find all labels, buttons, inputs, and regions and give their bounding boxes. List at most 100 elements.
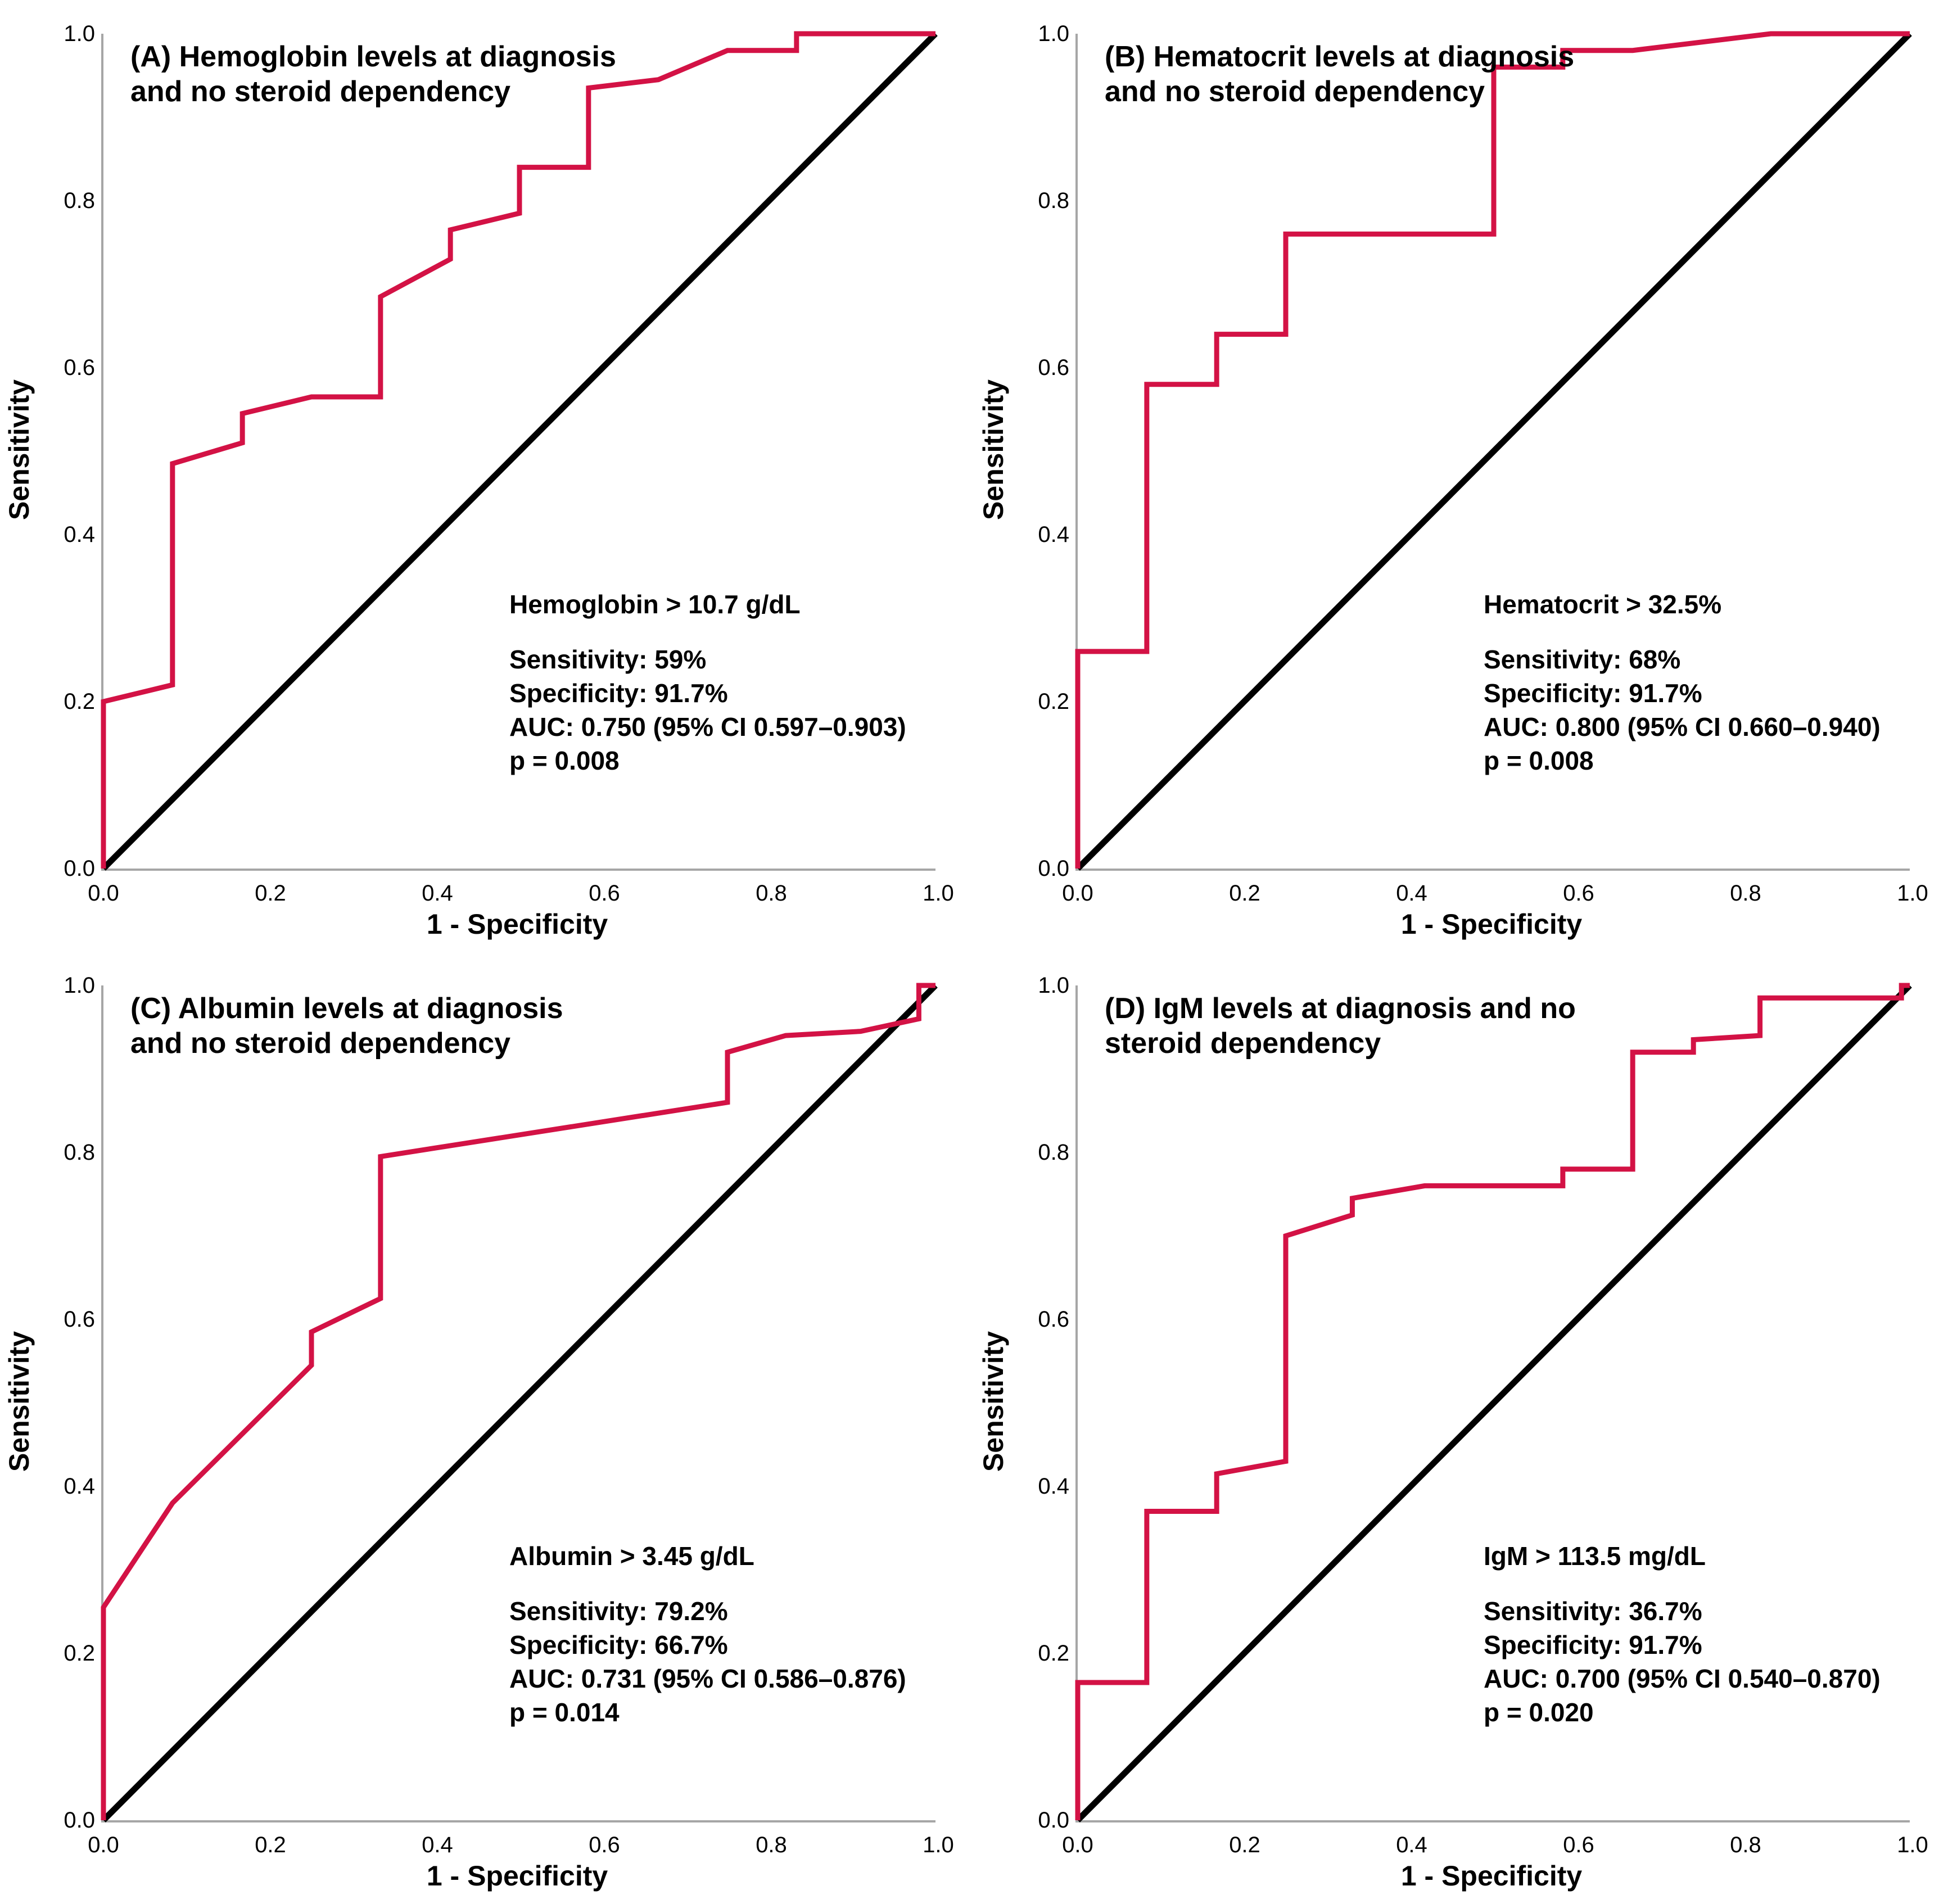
p-value-text: p = 0.008 — [509, 746, 620, 775]
x-axis-title: 1 - Specificity — [1400, 1860, 1583, 1892]
x-tick-label: 0.0 — [1062, 881, 1093, 906]
x-tick-label: 0.0 — [88, 881, 119, 906]
auc-text: AUC: 0.700 (95% CI 0.540–0.870) — [1484, 1664, 1881, 1693]
y-tick-label: 0.4 — [1038, 1474, 1069, 1499]
x-tick-label: 0.2 — [1229, 881, 1260, 906]
y-tick-label: 0.0 — [1038, 856, 1069, 881]
reference-diagonal-line — [1075, 31, 1912, 871]
roc-chart-svg — [101, 31, 938, 871]
roc-curve-line — [101, 31, 935, 869]
reference-diagonal-line — [101, 31, 938, 871]
panel-title: (B) Hematocrit levels at diagnosis and n… — [1105, 40, 1575, 108]
x-tick-label: 0.2 — [255, 1833, 286, 1857]
plot-area: (C) Albumin levels at diagnosis and no s… — [64, 973, 953, 1857]
y-tick-label: 0.8 — [64, 188, 95, 213]
cutoff-annotation: Hemoglobin > 10.7 g/dL Sensitivity: 59% … — [509, 587, 906, 777]
reference-diagonal-line — [101, 983, 938, 1822]
x-tick-label: 0.6 — [1563, 881, 1594, 906]
y-tick-label: 0.6 — [1038, 355, 1069, 380]
x-tick-label: 0.8 — [756, 881, 787, 906]
x-axis-title: 1 - Specificity — [1400, 908, 1583, 940]
x-tick-label: 1.0 — [923, 1833, 954, 1857]
cutoff-annotation: Albumin > 3.45 g/dL Sensitivity: 79.2% S… — [509, 1539, 906, 1729]
y-tick-label: 0.2 — [1038, 689, 1069, 714]
threshold-text: Hematocrit > 32.5% — [1484, 590, 1722, 619]
threshold-text: IgM > 113.5 mg/dL — [1484, 1541, 1706, 1571]
y-tick-label: 0.0 — [64, 856, 95, 881]
specificity-text: Specificity: 66.7% — [509, 1630, 728, 1659]
y-tick-label: 1.0 — [1038, 973, 1069, 998]
x-tick-label: 0.8 — [756, 1833, 787, 1857]
x-tick-label: 0.4 — [1396, 881, 1427, 906]
y-tick-label: 0.2 — [64, 689, 95, 714]
y-tick-label: 0.4 — [1038, 522, 1069, 547]
roc-curve-line — [1075, 31, 1910, 869]
roc-chart-svg — [101, 983, 938, 1822]
y-axis-title: Sensitivity — [978, 379, 1009, 521]
cutoff-annotation: IgM > 113.5 mg/dL Sensitivity: 36.7% Spe… — [1484, 1539, 1881, 1729]
x-tick-label: 1.0 — [1897, 881, 1928, 906]
p-value-text: p = 0.008 — [1484, 746, 1594, 775]
y-tick-label: 1.0 — [1038, 21, 1069, 46]
p-value-text: p = 0.014 — [509, 1698, 620, 1727]
y-tick-label: 0.4 — [64, 1474, 95, 1499]
y-tick-label: 0.0 — [1038, 1808, 1069, 1833]
specificity-text: Specificity: 91.7% — [509, 679, 728, 708]
x-tick-label: 0.4 — [422, 1833, 453, 1857]
x-tick-label: 1.0 — [923, 881, 954, 906]
auc-text: AUC: 0.750 (95% CI 0.597–0.903) — [509, 712, 906, 741]
x-tick-label: 0.8 — [1730, 1833, 1761, 1857]
x-tick-label: 0.4 — [422, 881, 453, 906]
specificity-text: Specificity: 91.7% — [1484, 679, 1702, 708]
cutoff-annotation: Hematocrit > 32.5% Sensitivity: 68% Spec… — [1484, 587, 1881, 777]
x-tick-label: 0.2 — [255, 881, 286, 906]
y-tick-label: 0.8 — [64, 1140, 95, 1165]
y-axis-title: Sensitivity — [3, 1331, 35, 1472]
y-tick-label: 1.0 — [64, 973, 95, 998]
x-tick-label: 0.0 — [1062, 1833, 1093, 1857]
roc-curve-line — [1075, 983, 1910, 1820]
p-value-text: p = 0.020 — [1484, 1698, 1594, 1727]
y-tick-label: 0.8 — [1038, 188, 1069, 213]
y-tick-label: 0.6 — [1038, 1307, 1069, 1332]
threshold-text: Hemoglobin > 10.7 g/dL — [509, 590, 801, 619]
y-tick-label: 0.0 — [64, 1808, 95, 1833]
y-axis-title: Sensitivity — [3, 379, 35, 521]
y-tick-label: 0.2 — [1038, 1641, 1069, 1666]
x-axis-title: 1 - Specificity — [426, 908, 608, 940]
sensitivity-text: Sensitivity: 68% — [1484, 645, 1681, 674]
x-tick-label: 0.6 — [1563, 1833, 1594, 1857]
y-tick-label: 0.2 — [64, 1641, 95, 1666]
y-tick-label: 0.8 — [1038, 1140, 1069, 1165]
panel-title: (C) Albumin levels at diagnosis and no s… — [130, 992, 563, 1060]
y-tick-label: 1.0 — [64, 21, 95, 46]
x-tick-label: 0.4 — [1396, 1833, 1427, 1857]
panel-title: (A) Hemoglobin levels at diagnosis and n… — [130, 40, 616, 108]
plot-area: (D) IgM levels at diagnosis and no stero… — [1038, 973, 1928, 1857]
x-tick-label: 0.8 — [1730, 881, 1761, 906]
auc-text: AUC: 0.800 (95% CI 0.660–0.940) — [1484, 712, 1881, 741]
y-tick-label: 0.6 — [64, 1307, 95, 1332]
sensitivity-text: Sensitivity: 36.7% — [1484, 1597, 1702, 1626]
roc-panel: Sensitivity (B) Hematocrit levels at dia… — [974, 0, 1948, 952]
sensitivity-text: Sensitivity: 59% — [509, 645, 707, 674]
x-tick-label: 0.6 — [589, 881, 620, 906]
threshold-text: Albumin > 3.45 g/dL — [509, 1541, 754, 1571]
reference-diagonal-line — [1075, 983, 1912, 1822]
x-axis-title: 1 - Specificity — [426, 1860, 608, 1892]
roc-panel: Sensitivity (A) Hemoglobin levels at dia… — [0, 0, 974, 952]
roc-panel: Sensitivity (C) Albumin levels at diagno… — [0, 952, 974, 1903]
plot-area: (B) Hematocrit levels at diagnosis and n… — [1038, 21, 1928, 906]
panel-title: (D) IgM levels at diagnosis and no stero… — [1105, 992, 1576, 1060]
x-tick-label: 0.2 — [1229, 1833, 1260, 1857]
y-tick-label: 0.6 — [64, 355, 95, 380]
y-axis-title: Sensitivity — [978, 1331, 1009, 1472]
roc-curve-line — [101, 983, 935, 1820]
y-tick-label: 0.4 — [64, 522, 95, 547]
roc-panel: Sensitivity (D) IgM levels at diagnosis … — [974, 952, 1948, 1903]
x-tick-label: 0.0 — [88, 1833, 119, 1857]
roc-chart-svg — [1075, 31, 1912, 871]
specificity-text: Specificity: 91.7% — [1484, 1630, 1702, 1659]
auc-text: AUC: 0.731 (95% CI 0.586–0.876) — [509, 1664, 906, 1693]
